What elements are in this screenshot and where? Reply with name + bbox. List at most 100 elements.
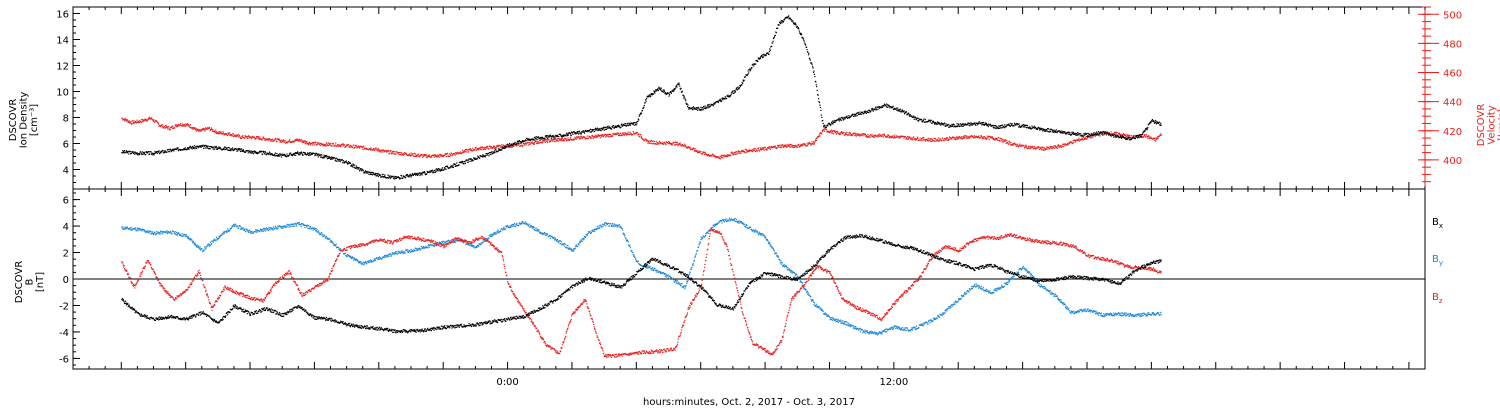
- ion-density-series-point: [148, 153, 151, 155]
- ion-density-series-point: [309, 154, 311, 156]
- ion-density-series-point: [1046, 130, 1048, 132]
- ion-density-series-point: [983, 121, 985, 123]
- velocity-series-point: [315, 141, 317, 143]
- velocity-series-point: [719, 157, 721, 160]
- velocity-series-point: [388, 149, 390, 152]
- ion-density-series-point: [356, 168, 358, 170]
- ion-density-series-point: [411, 173, 413, 176]
- ion-density-series-point: [138, 152, 140, 154]
- velocity-series-point: [532, 143, 535, 145]
- velocity-series-point: [338, 144, 340, 146]
- ion-density-series-point: [262, 150, 264, 152]
- velocity-series-point: [820, 131, 822, 134]
- velocity-series-point: [973, 137, 975, 139]
- velocity-series-point: [127, 120, 129, 122]
- velocity-series-point: [438, 155, 440, 157]
- ion-density-series-point: [188, 148, 190, 150]
- ion-density-series-point: [828, 122, 830, 124]
- velocity-series-point: [178, 125, 180, 127]
- velocity-series-point: [782, 146, 784, 148]
- velocity-series-point: [541, 142, 543, 144]
- velocity-series-point: [424, 154, 426, 157]
- velocity-series-point: [1107, 133, 1109, 135]
- ion-density-series-point: [1023, 124, 1025, 126]
- ion-density-series-point: [303, 152, 306, 154]
- ion-density-series-point: [549, 135, 551, 137]
- ion-density-series-point: [1149, 122, 1151, 124]
- ion-density-series-point: [451, 166, 454, 168]
- ion-density-series-point: [705, 106, 707, 108]
- velocity-series-point: [979, 137, 982, 139]
- ion-density-series-point: [1075, 134, 1077, 136]
- ion-density-series-point: [678, 83, 680, 85]
- ion-density-series-point: [837, 119, 839, 121]
- ion-density-series-point: [1001, 124, 1004, 126]
- velocity-series-point: [823, 128, 825, 130]
- ion-density-series-point: [950, 125, 953, 128]
- velocity-series-point: [512, 145, 514, 147]
- velocity-series-point: [787, 145, 789, 147]
- ion-density-series-point: [1036, 127, 1038, 130]
- velocity-series-point: [981, 136, 983, 138]
- ion-density-series-point: [445, 166, 447, 168]
- ion-density-series-point: [346, 162, 348, 164]
- ion-density-series-point: [548, 134, 550, 136]
- velocity-series-point: [1006, 139, 1008, 142]
- velocity-series-point: [396, 151, 398, 153]
- ion-density-series-point: [865, 110, 867, 113]
- ion-density-series-point: [215, 146, 217, 148]
- ion-density-series-point: [326, 158, 328, 160]
- velocity-series-point: [639, 136, 641, 138]
- velocity-series-point: [1123, 134, 1125, 136]
- velocity-series-point: [282, 141, 284, 143]
- velocity-series-point: [910, 137, 912, 139]
- ion-density-series-point: [816, 89, 818, 92]
- velocity-series-point: [503, 145, 505, 147]
- ion-density-series-point: [251, 152, 253, 154]
- velocity-series-point: [792, 145, 794, 147]
- velocity-series-point: [480, 146, 482, 148]
- ion-density-series-point: [787, 17, 789, 19]
- ion-density-series-point: [239, 148, 241, 150]
- velocity-series-point: [789, 145, 791, 147]
- velocity-series-point: [305, 141, 307, 144]
- velocity-series-point: [826, 130, 828, 132]
- ion-density-series-point: [359, 169, 361, 171]
- velocity-series-point: [142, 120, 145, 122]
- ion-density-y-tick-label: 16: [56, 10, 69, 21]
- ion-density-series-point: [952, 123, 954, 125]
- ion-density-series-point: [683, 95, 685, 97]
- velocity-series-point: [204, 130, 206, 132]
- ion-density-series-point: [886, 103, 888, 105]
- ion-density-series-point: [767, 52, 769, 54]
- ion-density-series-point: [900, 111, 902, 113]
- ion-density-series-point: [956, 125, 959, 128]
- ion-density-series-point: [1092, 134, 1094, 136]
- ion-density-series-point: [992, 124, 994, 127]
- velocity-series-point: [1146, 135, 1148, 137]
- velocity-series-point: [151, 117, 153, 119]
- ion-density-series-point: [708, 105, 710, 107]
- velocity-series-point: [451, 155, 453, 157]
- ion-density-series-point: [608, 127, 610, 129]
- ion-density-series-point: [778, 24, 780, 26]
- ion-density-series-point: [881, 106, 884, 108]
- velocity-series-point: [711, 155, 713, 157]
- velocity-series-point: [196, 128, 198, 130]
- velocity-series-point: [812, 141, 815, 143]
- ion-density-series-point: [938, 123, 940, 125]
- ion-density-series-point: [881, 106, 883, 109]
- velocity-series-point: [509, 146, 511, 148]
- velocity-series-point: [810, 143, 812, 145]
- ion-density-series-point: [421, 174, 423, 176]
- velocity-series-point: [1063, 146, 1065, 148]
- velocity-series-point: [839, 134, 841, 136]
- velocity-series-point: [898, 137, 900, 139]
- velocity-series-point: [454, 154, 456, 156]
- ion-density-series-point: [737, 89, 739, 91]
- velocity-series-point: [531, 141, 533, 143]
- velocity-series-point: [815, 139, 817, 142]
- ion-density-series-point: [314, 153, 316, 155]
- velocity-series-point: [175, 124, 177, 126]
- velocity-series-point: [821, 129, 823, 132]
